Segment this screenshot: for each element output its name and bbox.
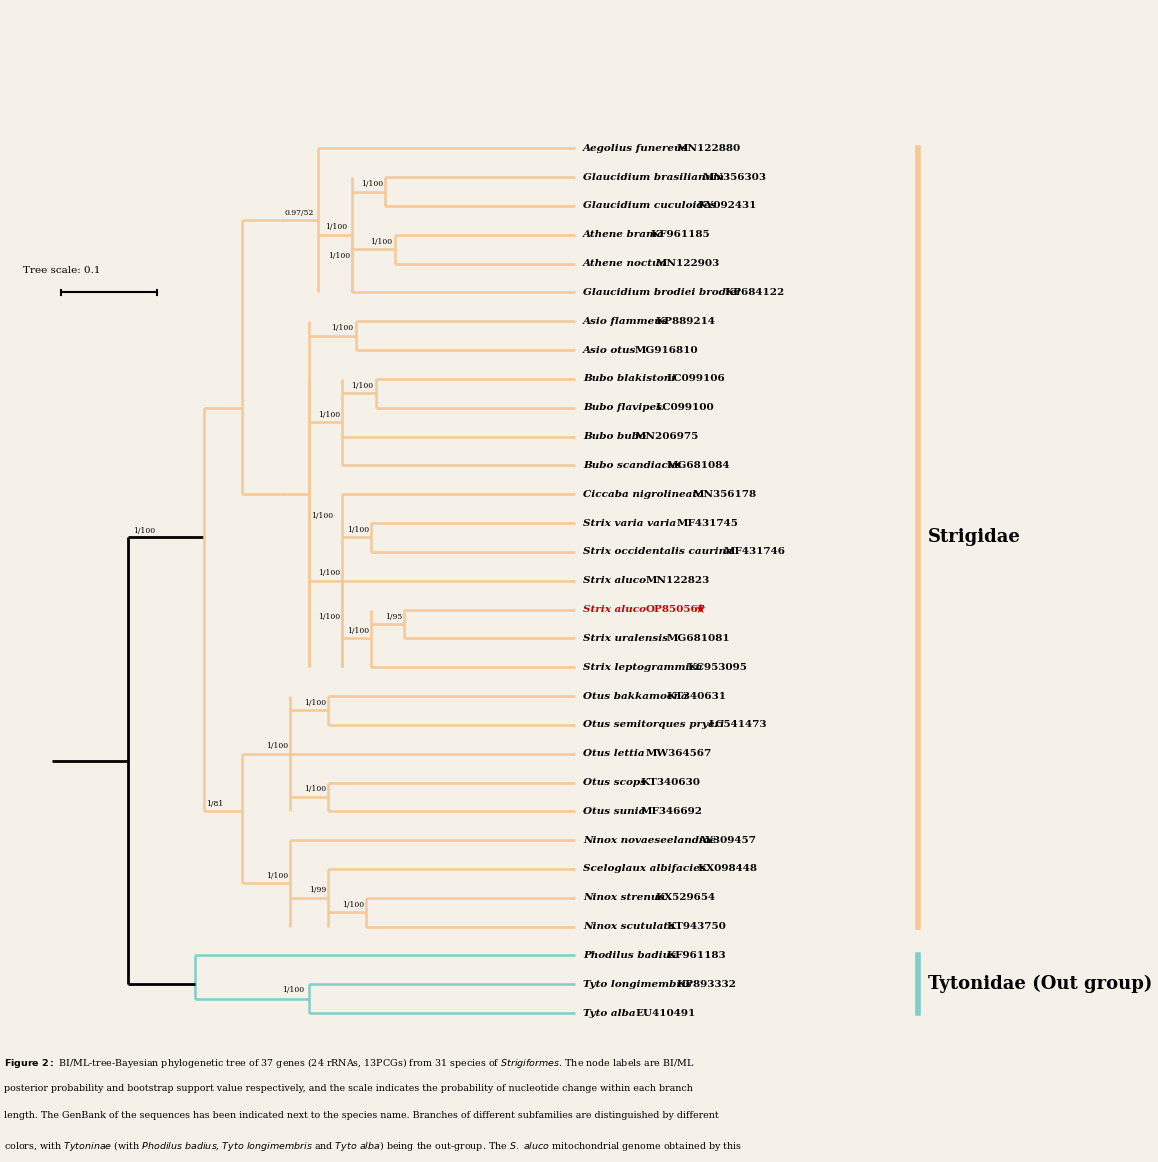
Text: OP850567: OP850567 xyxy=(645,605,705,614)
Text: KF961185: KF961185 xyxy=(651,230,710,239)
Text: MW364567: MW364567 xyxy=(645,749,712,758)
Text: Otus semitorques pryeri: Otus semitorques pryeri xyxy=(584,720,728,730)
Text: AY309457: AY309457 xyxy=(698,835,756,845)
Text: $\bf{Figure\ 2:}$ BI/ML-tree-Bayesian phylogenetic tree of 37 genes (24 rRNAs, 1: $\bf{Figure\ 2:}$ BI/ML-tree-Bayesian ph… xyxy=(5,1056,695,1070)
Text: 1/100: 1/100 xyxy=(325,223,347,231)
Text: Strix varia varia: Strix varia varia xyxy=(584,518,680,528)
Text: Asio flammeus: Asio flammeus xyxy=(584,317,673,325)
Text: Bubo bubo: Bubo bubo xyxy=(584,432,650,442)
Text: 1/100: 1/100 xyxy=(331,324,353,332)
Text: Glaucidium brodiei brodiei: Glaucidium brodiei brodiei xyxy=(584,288,745,297)
Text: MG681084: MG681084 xyxy=(667,461,730,469)
Text: Tree scale: 0.1: Tree scale: 0.1 xyxy=(23,266,101,275)
Text: MN356178: MN356178 xyxy=(692,489,756,498)
Text: 1/100: 1/100 xyxy=(283,987,305,995)
Text: LC099106: LC099106 xyxy=(667,374,725,383)
Text: colors, with $\it{Tytoninae}$ (with $\it{Phodilus\ badius}$, $\it{Tyto\ longimem: colors, with $\it{Tytoninae}$ (with $\it… xyxy=(5,1139,742,1153)
Text: KP889214: KP889214 xyxy=(655,317,716,325)
Text: Glaucidium brasilianum: Glaucidium brasilianum xyxy=(584,173,727,181)
Text: 1/100: 1/100 xyxy=(352,382,374,390)
Text: 1/100: 1/100 xyxy=(346,526,369,535)
Text: Otus sunia: Otus sunia xyxy=(584,806,650,816)
Text: Strix occidentalis caurina: Strix occidentalis caurina xyxy=(584,547,736,557)
Text: length. The GenBank of the sequences has been indicated next to the species name: length. The GenBank of the sequences has… xyxy=(5,1111,719,1120)
Text: Ninox novaeseelandiae: Ninox novaeseelandiae xyxy=(584,835,720,845)
Text: MN122823: MN122823 xyxy=(645,576,710,586)
Text: KX098448: KX098448 xyxy=(698,865,757,874)
Text: 1/100: 1/100 xyxy=(346,627,369,634)
Text: LC541473: LC541473 xyxy=(709,720,767,730)
Text: Bubo flavipes: Bubo flavipes xyxy=(584,403,666,413)
Text: 1/100: 1/100 xyxy=(303,700,327,706)
Text: MN122880: MN122880 xyxy=(677,144,741,153)
Text: Ninox scutulata: Ninox scutulata xyxy=(584,923,679,931)
Text: 1/100: 1/100 xyxy=(310,511,332,519)
Text: MN356303: MN356303 xyxy=(703,173,767,181)
Text: MN122903: MN122903 xyxy=(655,259,720,268)
Text: KT340630: KT340630 xyxy=(640,779,701,787)
Text: MN206975: MN206975 xyxy=(635,432,699,442)
Text: KP893332: KP893332 xyxy=(677,980,736,989)
Text: Ciccaba nigrolineata: Ciccaba nigrolineata xyxy=(584,489,708,498)
Text: 0.97/52: 0.97/52 xyxy=(284,209,314,217)
Text: 1/100: 1/100 xyxy=(318,612,340,621)
Text: Strigidae: Strigidae xyxy=(928,529,1020,546)
Text: MF431745: MF431745 xyxy=(677,518,739,528)
Text: 1/95: 1/95 xyxy=(384,612,402,621)
Text: 1/81: 1/81 xyxy=(206,799,223,808)
Text: KC953095: KC953095 xyxy=(688,662,747,672)
Text: KT943750: KT943750 xyxy=(667,923,726,931)
Text: 1/100: 1/100 xyxy=(266,872,288,880)
Text: Otus bakkamoena: Otus bakkamoena xyxy=(584,691,691,701)
Text: posterior probability and bootstrap support value respectively, and the scale in: posterior probability and bootstrap supp… xyxy=(5,1084,692,1092)
Text: KY092431: KY092431 xyxy=(698,201,757,210)
Text: MF431746: MF431746 xyxy=(724,547,786,557)
Text: Asio otus: Asio otus xyxy=(584,345,640,354)
Text: Tytonidae (Out group): Tytonidae (Out group) xyxy=(928,975,1152,994)
Text: Strix uralensis: Strix uralensis xyxy=(584,634,672,643)
Text: 1/99: 1/99 xyxy=(309,887,327,895)
Text: MG681081: MG681081 xyxy=(667,634,730,643)
Text: Otus lettia: Otus lettia xyxy=(584,749,648,758)
Text: LC099100: LC099100 xyxy=(655,403,714,413)
Text: 1/100: 1/100 xyxy=(328,252,350,260)
Text: Athene brama: Athene brama xyxy=(584,230,668,239)
Text: 1/100: 1/100 xyxy=(266,743,288,751)
Text: KX529654: KX529654 xyxy=(655,894,716,903)
Text: Bubo scandiacus: Bubo scandiacus xyxy=(584,461,686,469)
Text: KP684122: KP684122 xyxy=(724,288,784,297)
Text: 1/100: 1/100 xyxy=(318,410,340,418)
Text: MG916810: MG916810 xyxy=(635,345,698,354)
Text: Aegolius funereus: Aegolius funereus xyxy=(584,144,692,153)
Text: EU410491: EU410491 xyxy=(635,1009,695,1018)
Text: Strix aluco: Strix aluco xyxy=(584,605,650,614)
Text: 1/100: 1/100 xyxy=(361,180,383,188)
Text: KF961183: KF961183 xyxy=(667,951,726,960)
Text: Tyto longimembris: Tyto longimembris xyxy=(584,980,696,989)
Text: 1/100: 1/100 xyxy=(303,786,327,794)
Text: Glaucidium cuculoides: Glaucidium cuculoides xyxy=(584,201,720,210)
Text: 1/100: 1/100 xyxy=(371,238,393,245)
Text: Ninox strenua: Ninox strenua xyxy=(584,894,669,903)
Text: Tyto alba: Tyto alba xyxy=(584,1009,639,1018)
Text: Strix leptogrammica: Strix leptogrammica xyxy=(584,662,706,672)
Text: Bubo blakistoni: Bubo blakistoni xyxy=(584,374,679,383)
Text: MF346692: MF346692 xyxy=(640,806,702,816)
Text: KT340631: KT340631 xyxy=(667,691,726,701)
Text: Strix aluco: Strix aluco xyxy=(584,576,650,586)
Text: ★: ★ xyxy=(695,603,706,616)
Text: Phodilus badius: Phodilus badius xyxy=(584,951,680,960)
Text: 1/100: 1/100 xyxy=(133,526,155,535)
Text: Otus scops: Otus scops xyxy=(584,779,650,787)
Text: Athene noctua: Athene noctua xyxy=(584,259,670,268)
Text: Sceloglaux albifacies: Sceloglaux albifacies xyxy=(584,865,710,874)
Text: 1/100: 1/100 xyxy=(342,901,364,909)
Text: 1/100: 1/100 xyxy=(318,569,340,578)
